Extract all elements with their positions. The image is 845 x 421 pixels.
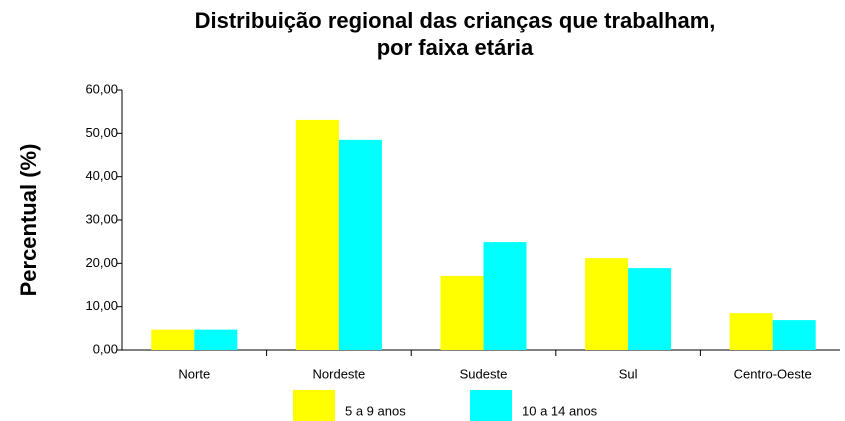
bar xyxy=(295,119,339,351)
legend-swatch xyxy=(293,390,335,421)
chart-title: por faixa etária xyxy=(377,35,534,60)
y-tick-label: 0,00 xyxy=(93,341,118,356)
bar xyxy=(729,313,773,350)
chart-title: Distribuição regional das crianças que t… xyxy=(195,8,716,33)
y-tick-label: 10,00 xyxy=(85,298,118,313)
bar xyxy=(440,275,484,350)
bar xyxy=(194,329,238,350)
bar xyxy=(151,329,195,350)
legend-swatch xyxy=(470,390,512,421)
x-tick-label: Sudeste xyxy=(460,366,508,381)
x-tick-label: Sul xyxy=(619,366,638,381)
x-tick-label: Centro-Oeste xyxy=(734,366,812,381)
y-tick-label: 20,00 xyxy=(85,255,118,270)
bar xyxy=(585,258,629,350)
y-tick-label: 30,00 xyxy=(85,211,118,226)
y-tick-label: 40,00 xyxy=(85,168,118,183)
x-tick-label: Nordeste xyxy=(313,366,366,381)
y-axis-label: Percentual (%) xyxy=(16,144,41,297)
y-tick-label: 50,00 xyxy=(85,125,118,140)
legend-label: 10 a 14 anos xyxy=(522,403,598,418)
bar xyxy=(772,320,816,350)
y-tick-label: 60,00 xyxy=(85,81,118,96)
legend-label: 5 a 9 anos xyxy=(345,403,406,418)
bar xyxy=(483,242,527,350)
bar xyxy=(338,139,382,350)
bar xyxy=(628,268,672,350)
x-tick-label: Norte xyxy=(178,366,210,381)
